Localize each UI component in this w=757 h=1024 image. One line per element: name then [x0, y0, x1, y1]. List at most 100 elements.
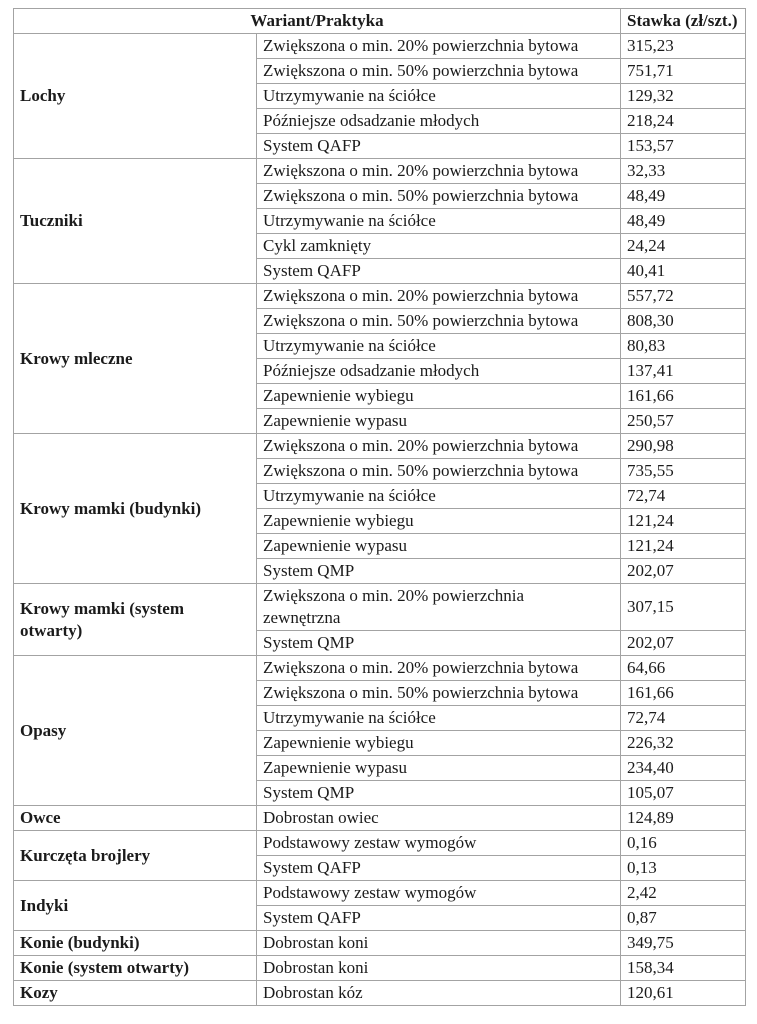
rate-cell: 137,41 [620, 358, 747, 384]
rate-cell: 32,33 [620, 158, 747, 184]
table-row: System QMP 202,07 [14, 630, 747, 656]
practice-cell: Zapewnienie wybiegu [255, 508, 622, 534]
table-row: Krowy mamki (system otwarty) Zwiększona o… [13, 583, 747, 656]
column-header-variant-praktyka: Wariant/Praktyka [12, 8, 622, 34]
practice-cell: Zwiększona o min. 50% powierzchnia bytow… [255, 458, 622, 484]
practice-cell: Podstawowy zestaw wymogów [255, 880, 622, 906]
rate-cell: 557,72 [620, 283, 747, 309]
table-row: Późniejsze odsadzanie młodych 218,24 [14, 108, 747, 134]
table-row: System QMP 202,07 [14, 558, 747, 584]
rate-cell: 161,66 [620, 680, 747, 706]
welfare-rates-table: Wariant/Praktyka Stawka (zł/szt.) Lochy Z… [12, 8, 747, 1006]
rate-cell: 80,83 [620, 333, 747, 359]
table-row: Utrzymywanie na ściółce 48,49 [14, 208, 747, 234]
practice-cell: Zwiększona o min. 20% powierzchnia bytow… [255, 33, 622, 59]
rate-cell: 124,89 [620, 805, 747, 831]
table-row: System QMP 105,07 [14, 780, 747, 806]
rate-cell: 218,24 [620, 108, 747, 134]
rate-cell: 24,24 [620, 233, 747, 259]
category-cell: Krowy mleczne [13, 283, 257, 434]
table-row: Cykl zamknięty 24,24 [14, 233, 747, 259]
table-row: Utrzymywanie na ściółce 72,74 [14, 483, 747, 509]
rate-cell: 202,07 [620, 558, 747, 584]
table-row: Zwiększona o min. 50% powierzchnia bytow… [14, 308, 747, 334]
rate-cell: 64,66 [620, 655, 747, 681]
practice-cell: System QMP [255, 558, 622, 584]
table-row: Późniejsze odsadzanie młodych 137,41 [14, 358, 747, 384]
practice-cell: Zapewnienie wybiegu [255, 730, 622, 756]
table-row: Tuczniki Zwiększona o min. 20% powierzchn… [13, 158, 747, 284]
rate-cell: 202,07 [620, 630, 747, 656]
rate-cell: 315,23 [620, 33, 747, 59]
practice-cell: Zwiększona o min. 50% powierzchnia bytow… [255, 58, 622, 84]
rate-cell: 72,74 [620, 483, 747, 509]
rate-cell: 120,61 [620, 980, 747, 1006]
table-row: Krowy mamki (budynki) Zwiększona o min. 2… [13, 433, 747, 584]
practice-cell: Zapewnienie wypasu [255, 408, 622, 434]
practice-cell: Podstawowy zestaw wymogów [255, 830, 622, 856]
practice-cell: Zwiększona o min. 20% powierzchnia zewnę… [255, 583, 622, 631]
rate-cell: 161,66 [620, 383, 747, 409]
practice-cell: System QMP [255, 630, 622, 656]
practice-cell: Utrzymywanie na ściółce [255, 705, 622, 731]
category-cell: Krowy mamki (system otwarty) [13, 583, 257, 656]
practice-cell: System QAFP [255, 905, 622, 931]
rate-cell: 349,75 [620, 930, 747, 956]
practice-cell: System QAFP [255, 258, 622, 284]
practice-cell: Zwiększona o min. 20% powierzchnia bytow… [255, 433, 622, 459]
rate-cell: 0,13 [620, 855, 747, 881]
table-row: System QAFP 40,41 [14, 258, 747, 284]
table-row: System QAFP 0,87 [14, 905, 747, 931]
rate-cell: 0,87 [620, 905, 747, 931]
category-cell: Opasy [13, 655, 257, 806]
rate-cell: 2,42 [620, 880, 747, 906]
practice-cell: Zwiększona o min. 50% powierzchnia bytow… [255, 308, 622, 334]
rate-cell: 121,24 [620, 533, 747, 559]
practice-cell: Zwiększona o min. 50% powierzchnia bytow… [255, 183, 622, 209]
category-cell: Konie (budynki) [13, 930, 257, 956]
category-cell: Owce [13, 805, 257, 831]
rate-cell: 808,30 [620, 308, 747, 334]
rate-cell: 0,16 [620, 830, 747, 856]
table-row: Indyki Podstawowy zestaw wymogów 2,42 [13, 880, 747, 931]
table-row: Zapewnienie wypasu 250,57 [14, 408, 747, 434]
rate-cell: 307,15 [620, 583, 747, 631]
rate-cell: 129,32 [620, 83, 747, 109]
practice-cell: Zwiększona o min. 20% powierzchnia bytow… [255, 283, 622, 309]
table-row: Zapewnienie wybiegu 121,24 [14, 508, 747, 534]
rate-cell: 234,40 [620, 755, 747, 781]
table-row: Kozy Dobrostan kóz 120,61 [13, 980, 747, 1006]
practice-cell: Zwiększona o min. 50% powierzchnia bytow… [255, 680, 622, 706]
table-row: Utrzymywanie na ściółce 80,83 [14, 333, 747, 359]
category-cell: Kozy [13, 980, 257, 1006]
practice-cell: Późniejsze odsadzanie młodych [255, 358, 622, 384]
header-row: Wariant/Praktyka Stawka (zł/szt.) [12, 8, 747, 34]
table-row: System QAFP 0,13 [14, 855, 747, 881]
category-cell: Konie (system otwarty) [13, 955, 257, 981]
table-row: Opasy Zwiększona o min. 20% powierzchnia … [13, 655, 747, 806]
rate-cell: 226,32 [620, 730, 747, 756]
table-row: Kurczęta brojlery Podstawowy zestaw wymog… [13, 830, 747, 881]
table-row: Zapewnienie wybiegu 226,32 [14, 730, 747, 756]
table-row: Krowy mleczne Zwiększona o min. 20% powie… [13, 283, 747, 434]
category-cell: Tuczniki [13, 158, 257, 284]
practice-cell: Dobrostan koni [255, 930, 622, 956]
practice-cell: Zapewnienie wypasu [255, 533, 622, 559]
practice-cell: System QAFP [255, 855, 622, 881]
rate-cell: 121,24 [620, 508, 747, 534]
practice-cell: Utrzymywanie na ściółce [255, 333, 622, 359]
table-row: Konie (budynki) Dobrostan koni 349,75 [13, 930, 747, 956]
practice-cell: Późniejsze odsadzanie młodych [255, 108, 622, 134]
practice-cell: Dobrostan koni [255, 955, 622, 981]
practice-cell: Zapewnienie wybiegu [255, 383, 622, 409]
practice-cell: Utrzymywanie na ściółce [255, 208, 622, 234]
category-cell: Lochy [13, 33, 257, 159]
practice-cell: Utrzymywanie na ściółce [255, 83, 622, 109]
rate-cell: 40,41 [620, 258, 747, 284]
practice-cell: System QMP [255, 780, 622, 806]
category-cell: Kurczęta brojlery [13, 830, 257, 881]
practice-cell: System QAFP [255, 133, 622, 159]
rate-cell: 153,57 [620, 133, 747, 159]
table-row: Zapewnienie wypasu 121,24 [14, 533, 747, 559]
